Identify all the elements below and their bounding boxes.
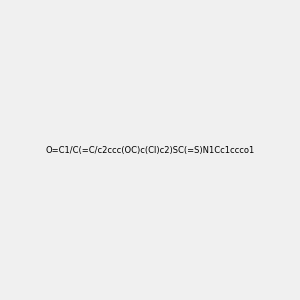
Text: O=C1/C(=C/c2ccc(OC)c(Cl)c2)SC(=S)N1Cc1ccco1: O=C1/C(=C/c2ccc(OC)c(Cl)c2)SC(=S)N1Cc1cc… — [45, 146, 255, 154]
